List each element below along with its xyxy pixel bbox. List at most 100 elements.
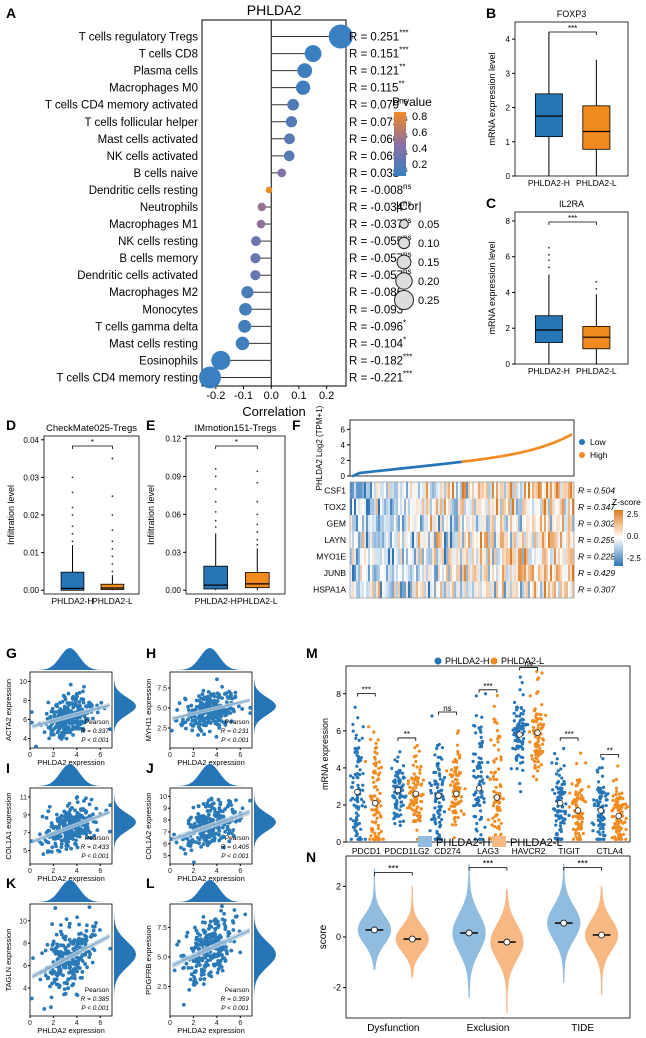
panel-m-point-5-0-64 — [559, 767, 563, 771]
panel-k-point-141 — [53, 946, 58, 951]
panel-a-xtick-label-3: 0.1 — [291, 390, 306, 402]
panel-m-point-6-0-76 — [601, 837, 605, 841]
panel-f-heat-cell-2-28 — [406, 515, 409, 532]
panel-i-point-72 — [45, 829, 50, 833]
panel-g-point-226 — [55, 730, 60, 735]
panel-f-heat-cell-5-55 — [460, 564, 463, 582]
panel-f-heat-cell-0-102 — [554, 482, 557, 499]
panel-m-point-2-0-41 — [437, 833, 441, 837]
panel-m-point-2-1-68 — [449, 804, 453, 808]
panel-m-point-0-0-24 — [363, 805, 367, 809]
panel-f-heat-cell-2-85 — [520, 515, 523, 532]
panel-m-point-6-0-55 — [604, 804, 608, 808]
panel-b-frame — [514, 21, 629, 177]
panel-k-point-191 — [66, 949, 71, 954]
panel-f-heat-cell-5-105 — [560, 564, 563, 582]
panel-l-point-62 — [201, 914, 206, 919]
panel-c-outlier-0-0 — [548, 266, 550, 269]
panel-a-cor-legend-dot-0 — [399, 219, 409, 229]
panel-g-xtick-label-2: 4 — [75, 752, 79, 759]
panel-f-heat-cell-0-30 — [410, 482, 413, 499]
panel-d-outlier-1-1 — [111, 563, 114, 565]
panel-f-heat-cell-0-111 — [572, 482, 575, 499]
panel-l-point-182 — [186, 965, 191, 970]
panel-f-heat-cell-0-94 — [538, 482, 541, 499]
panel-k-point-245 — [59, 943, 63, 948]
panel-i-point-238 — [89, 797, 94, 802]
panel-f-heat-cell-2-29 — [408, 515, 411, 532]
panel-m-point-3-0-56 — [479, 725, 483, 729]
panel-f-heat-cell-0-55 — [460, 482, 463, 499]
panel-f-heat-cell-5-37 — [424, 564, 427, 582]
panel-f-heat-cell-4-40 — [430, 548, 433, 565]
panel-f-heat-cell-3-94 — [538, 531, 541, 549]
panel-f-heat-cell-5-4 — [358, 564, 361, 582]
panel-i-fit-line — [32, 811, 110, 843]
panel-k-point-10 — [94, 921, 98, 925]
panel-l-point-237 — [194, 941, 198, 946]
panel-f-heat-cell-2-95 — [540, 515, 543, 532]
panel-f-heat-cell-2-99 — [548, 515, 551, 532]
panel-f-heat-cell-6-57 — [464, 581, 467, 598]
panel-f-heat-cell-2-19 — [388, 515, 391, 532]
panel-f-heat-cell-1-45 — [440, 498, 443, 516]
panel-m-point-3-0-76 — [479, 833, 483, 837]
panel-f-heat-cell-5-18 — [386, 564, 389, 582]
panel-g-r: R = 0.337 — [81, 728, 110, 735]
panel-m-point-6-0-79 — [598, 814, 602, 818]
panel-k-point-87 — [40, 951, 44, 956]
panel-f-heat-cell-0-14 — [378, 482, 381, 499]
panel-f-heat-cell-0-83 — [516, 482, 519, 499]
panel-j-point-231 — [207, 834, 212, 839]
panel-m-point-3-0-89 — [477, 782, 481, 786]
panel-m-point-3-1-76 — [495, 806, 499, 810]
panel-m-point-2-1-79 — [455, 778, 459, 782]
panel-f-heat-cell-4-16 — [382, 548, 385, 565]
panel-i-x-density — [30, 764, 112, 786]
panel-a-cat-7: NK cells activated — [107, 151, 198, 163]
panel-i-r: R = 0.433 — [81, 844, 110, 851]
panel-m-point-0-1-19 — [376, 826, 381, 831]
panel-k-point-187 — [48, 984, 52, 989]
panel-g-point-188 — [34, 744, 38, 749]
panel-f-heat-cell-2-45 — [440, 515, 443, 532]
panel-m-point-4-1-8 — [540, 703, 544, 707]
panel-m-point-4-0-63 — [516, 737, 520, 741]
panel-k-point-188 — [54, 972, 59, 977]
panel-n-median-2-0 — [560, 919, 568, 927]
panel-f-heat-cell-3-67 — [484, 531, 487, 549]
panel-m-point-5-1-44 — [576, 793, 580, 797]
panel-f-heat-cell-2-49 — [448, 515, 451, 532]
panel-k-point-222 — [31, 956, 35, 961]
panel-g-point-200 — [67, 702, 72, 707]
panel-m-point-3-1-88 — [492, 777, 496, 781]
panel-f-heat-cell-4-19 — [388, 548, 391, 565]
panel-f-heat-cell-0-87 — [524, 482, 527, 499]
panel-m-point-1-0-22 — [395, 759, 399, 764]
panel-label-H: H — [146, 645, 156, 661]
panel-f-heat-cell-3-81 — [512, 531, 515, 549]
panel-i-point-249 — [49, 821, 54, 825]
panel-m-point-2-1-58 — [451, 810, 455, 814]
panel-m-point-4-0-51 — [518, 781, 522, 786]
panel-f-heat-cell-1-71 — [492, 498, 495, 516]
panel-i-xtick-label-0: 0 — [28, 868, 32, 875]
panel-m-point-5-1-42 — [579, 793, 584, 798]
panel-h-point-230 — [180, 721, 185, 726]
panel-k-point-157 — [54, 982, 59, 987]
panel-m-point-0-0-79 — [354, 805, 358, 809]
panel-f-heat-cell-0-107 — [564, 482, 567, 499]
panel-f-heat-cell-4-87 — [524, 548, 527, 565]
panel-f-heat-cell-6-104 — [558, 581, 561, 598]
panel-d-outlier-0-3 — [71, 514, 74, 516]
panel-l-point-188 — [191, 949, 196, 954]
panel-l-point-259 — [201, 941, 206, 945]
panel-f-heat-cell-0-75 — [500, 482, 503, 499]
panel-h-point-52 — [189, 703, 194, 708]
panel-f-heat-cell-4-47 — [444, 548, 447, 565]
panel-f-heat-cell-2-42 — [434, 515, 437, 532]
panel-c-ytick-label-4: 8 — [506, 217, 511, 226]
panel-m-point-5-0-22 — [562, 809, 566, 813]
panel-m-point-3-0-54 — [478, 803, 482, 807]
panel-f-heat-cell-4-51 — [452, 548, 455, 565]
